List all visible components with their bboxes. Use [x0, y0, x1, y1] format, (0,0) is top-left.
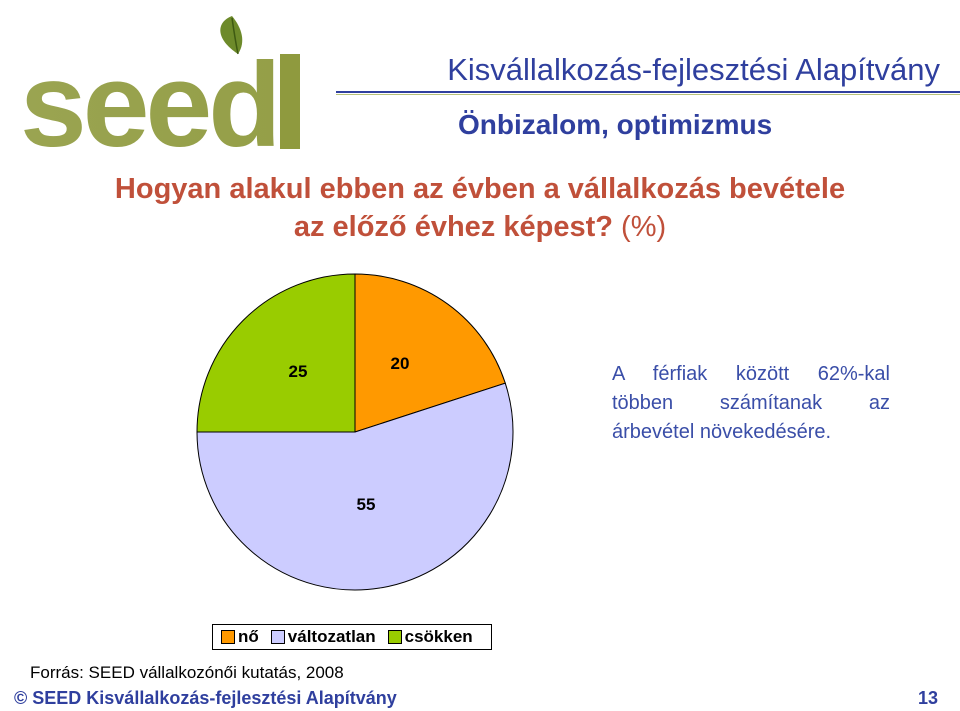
question-line-2: az előző évhez képest?: [293, 211, 613, 243]
organization-title: Kisvállalkozás-fejlesztési Alapítvány: [447, 52, 940, 87]
legend-item-no: nő: [221, 627, 259, 647]
pie-slice-2: [196, 273, 356, 433]
data-label-2: 25: [289, 362, 308, 381]
header-divider-secondary: [336, 94, 960, 95]
pie-slice-1: [196, 382, 514, 591]
legend-swatch-csokken: [387, 630, 402, 644]
note-line-1: A férfiak között 62%-kal: [612, 363, 890, 385]
question-line-1: Hogyan alakul ebben az évben a vállalkoz…: [114, 173, 846, 205]
data-label-0: 20: [391, 354, 410, 373]
legend-swatch-valtozatlan: [270, 630, 285, 644]
legend-label-no: nő: [238, 627, 259, 646]
legend-item-csokken: csökken: [387, 627, 473, 647]
seed-logo-graphic: seed: [10, 16, 310, 172]
chart-legend: nő változatlan csökken: [212, 624, 492, 650]
pie-chart: 20 55 25: [196, 273, 514, 591]
slide-subtitle: Önbizalom, optimizmus: [458, 109, 773, 140]
header-divider: [336, 91, 960, 93]
legend-label-csokken: csökken: [404, 627, 473, 646]
chart-note: A férfiak között 62%-kal többen számítan…: [612, 360, 890, 447]
legend-swatch-no: [221, 630, 235, 644]
seed-logo: seed: [10, 14, 310, 174]
legend-item-valtozatlan: változatlan: [270, 627, 376, 647]
note-line-3: árbevétel növekedésére.: [612, 421, 832, 443]
question-title: Hogyan alakul ebben az évben a vállalkoz…: [0, 170, 960, 246]
question-unit: (%): [621, 211, 667, 243]
data-label-1: 55: [357, 495, 376, 514]
question-line-2-wrap: az előző évhez képest? (%): [0, 208, 960, 246]
page-number: 13: [917, 688, 938, 708]
pie-slice-0: [354, 273, 506, 433]
legend-label-valtozatlan: változatlan: [287, 627, 376, 646]
footer-copyright: © SEED Kisvállalkozás-fejlesztési Alapít…: [14, 688, 397, 708]
source-note: Forrás: SEED vállalkozónői kutatás, 2008: [30, 663, 344, 682]
note-line-2: többen számítanak az: [612, 392, 890, 414]
logo-text: seed: [20, 38, 278, 172]
